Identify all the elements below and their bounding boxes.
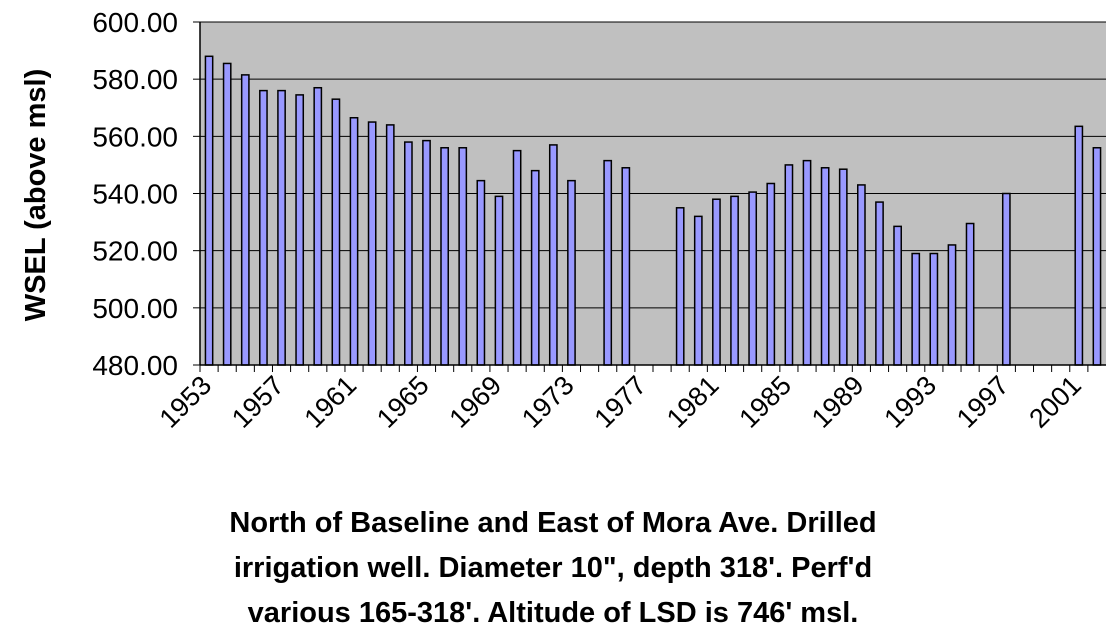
x-tick-label: 1997 <box>951 370 1015 434</box>
bar <box>367 121 377 366</box>
bar <box>802 159 812 366</box>
bar <box>240 74 250 366</box>
bar <box>712 198 721 366</box>
bar <box>784 164 794 366</box>
bar <box>730 195 739 366</box>
y-tick-label: 500.00 <box>92 293 178 324</box>
y-tick-label: 520.00 <box>92 236 178 267</box>
x-tick-label: 1965 <box>371 370 435 434</box>
bar <box>440 147 449 366</box>
y-tick-label: 560.00 <box>92 121 178 152</box>
y-tick-label: 600.00 <box>92 7 178 38</box>
y-tick-label: 540.00 <box>92 179 178 210</box>
x-tick-label: 1989 <box>806 370 870 434</box>
bar <box>603 159 613 366</box>
bar <box>458 147 468 366</box>
x-tick-label: 1961 <box>299 370 363 434</box>
bar <box>1001 192 1011 366</box>
bar <box>277 89 286 366</box>
x-tick-label: 1993 <box>878 370 942 434</box>
caption-line: North of Baseline and East of Mora Ave. … <box>229 507 876 539</box>
x-tick-label: 1969 <box>444 370 508 434</box>
bar <box>875 201 884 366</box>
bar <box>530 169 540 366</box>
x-tick-label: 1973 <box>516 370 580 434</box>
bar <box>349 117 359 366</box>
bar <box>766 182 776 366</box>
bar <box>422 139 431 366</box>
y-tick-label: 580.00 <box>92 64 178 95</box>
x-tick-label: 1985 <box>733 370 797 434</box>
bar <box>548 144 558 366</box>
bar <box>947 244 957 366</box>
bar <box>404 141 413 366</box>
y-axis-label: WSEL (above msl) <box>20 69 52 321</box>
bar <box>567 179 576 366</box>
bar <box>693 215 703 366</box>
bar <box>748 191 758 366</box>
bar <box>259 89 268 366</box>
bar <box>621 167 631 366</box>
bar <box>965 222 975 366</box>
bar <box>838 168 848 366</box>
bar <box>929 252 939 366</box>
bar <box>1074 125 1084 366</box>
bar <box>857 184 866 366</box>
bar <box>820 167 830 366</box>
bar <box>494 195 504 366</box>
x-tick-label: 1977 <box>588 370 652 434</box>
bar <box>675 207 685 366</box>
bar <box>512 149 522 366</box>
caption-line: various 165-318'. Altitude of LSD is 746… <box>248 597 859 629</box>
bar <box>295 94 305 366</box>
y-tick-label: 480.00 <box>92 350 178 381</box>
x-tick-label: 1981 <box>661 370 725 434</box>
bar <box>911 252 921 366</box>
x-tick-label: 1957 <box>226 370 290 434</box>
bar <box>385 124 395 366</box>
bar <box>313 86 323 366</box>
bar <box>222 62 232 366</box>
bar <box>331 98 341 366</box>
bar <box>893 225 902 366</box>
bar <box>476 179 486 366</box>
bar <box>204 55 214 366</box>
caption-line: irrigation well. Diameter 10", depth 318… <box>234 552 872 584</box>
bar <box>1092 147 1102 366</box>
x-tick-label: 2001 <box>1023 370 1087 434</box>
